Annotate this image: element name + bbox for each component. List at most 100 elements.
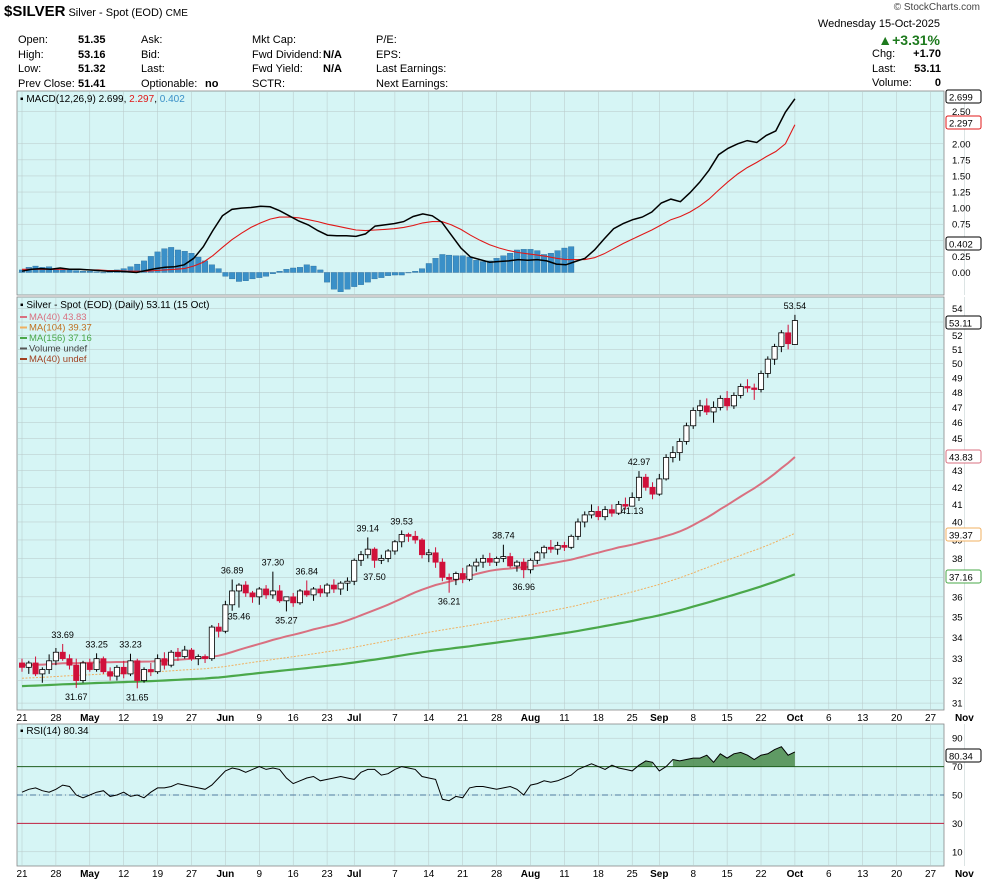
candle-body xyxy=(547,546,554,550)
x-axis-label: 25 xyxy=(627,713,639,724)
candle-body xyxy=(500,556,507,559)
x-axis-label: 12 xyxy=(118,713,130,724)
ma104-value-tag: 39.37 xyxy=(949,531,973,542)
x-axis-label: Nov xyxy=(955,713,974,724)
macd-value-tag: 2.699 xyxy=(949,93,973,104)
quote-value: 51.35 xyxy=(78,34,106,46)
rsi-tick-label: 70 xyxy=(952,762,963,773)
candle-body xyxy=(195,656,202,660)
candle-body xyxy=(581,514,588,523)
macd-histogram-bar xyxy=(486,260,493,273)
candle-body xyxy=(337,582,344,590)
price-tick-label: 36 xyxy=(952,592,963,603)
macd-histogram-bar xyxy=(59,269,66,273)
macd-tick-label: 1.00 xyxy=(952,204,971,215)
macd-tick-label: 0.00 xyxy=(952,268,971,279)
price-tick-label: 42 xyxy=(952,483,963,494)
x-axis-label: 23 xyxy=(322,869,334,880)
x-axis-label: 14 xyxy=(423,869,435,880)
x-axis-label: Oct xyxy=(787,713,804,724)
x-axis-label: 22 xyxy=(755,713,767,724)
candle-body xyxy=(344,580,351,584)
price-legend-entry: MA(40) 43.83 xyxy=(29,312,87,323)
rsi-overbought-fill xyxy=(672,746,795,767)
macd-histogram-bar xyxy=(391,272,398,276)
macd-histogram-bar xyxy=(513,249,520,273)
x-axis-label: Sep xyxy=(650,869,668,880)
candle-body xyxy=(202,656,209,660)
candle-body xyxy=(486,558,493,563)
quote-label: Open: xyxy=(18,34,48,46)
quote-value: N/A xyxy=(323,48,342,61)
candle-body xyxy=(174,651,181,657)
candle-body xyxy=(398,534,405,543)
candle-body xyxy=(425,552,432,556)
quote-label: Volume: xyxy=(872,77,912,89)
price-tick-label: 48 xyxy=(952,388,963,399)
x-axis-label: Jul xyxy=(347,869,362,880)
candle-body xyxy=(66,658,73,666)
macd-signal-line xyxy=(22,124,796,272)
x-axis-label: 16 xyxy=(288,869,300,880)
candle-body xyxy=(527,559,534,571)
macd-tick-label: 0.25 xyxy=(952,252,971,263)
candle-body xyxy=(154,658,161,673)
x-axis-label: 19 xyxy=(152,869,164,880)
price-annotation: 33.25 xyxy=(85,639,108,649)
candle-body xyxy=(25,662,32,668)
macd-histogram-bar xyxy=(73,270,80,273)
candle-body xyxy=(574,521,581,537)
x-axis-label: 13 xyxy=(857,869,869,880)
price-annotation: 36.21 xyxy=(438,597,461,607)
candle-body xyxy=(615,504,622,514)
macd-histogram-bar xyxy=(80,271,86,273)
quote-value: 51.41 xyxy=(78,77,106,90)
quote-label: Optionable: xyxy=(141,77,198,90)
macd-histogram-bar xyxy=(188,253,195,273)
macd-histogram-bar xyxy=(290,267,297,273)
x-axis-label: Aug xyxy=(521,713,540,724)
x-axis-label: Aug xyxy=(521,869,540,880)
price-tick-label: 52 xyxy=(952,331,963,342)
candle-body xyxy=(276,590,283,602)
x-axis-label: 15 xyxy=(722,869,734,880)
chart-date: Wednesday 15-Oct-2025 xyxy=(817,18,940,30)
macd-tick-label: 2.50 xyxy=(952,107,971,118)
x-axis-label: Sep xyxy=(650,713,668,724)
macd-histogram-bar xyxy=(181,251,188,273)
candle-body xyxy=(330,584,337,590)
x-axis-label: 27 xyxy=(925,869,937,880)
x-axis-label: 21 xyxy=(457,869,469,880)
x-axis-label: 20 xyxy=(891,869,903,880)
x-axis-label: 27 xyxy=(186,869,198,880)
macd-histogram-bar xyxy=(493,258,500,273)
ma156-value-tag: 37.16 xyxy=(949,573,973,584)
macd-histogram-bar xyxy=(222,272,229,277)
candle-body xyxy=(351,559,358,582)
candle-body xyxy=(242,584,249,594)
macd-histogram-bar xyxy=(419,268,425,273)
price-annotation: 38.74 xyxy=(492,531,515,541)
x-axis-label: 28 xyxy=(50,713,62,724)
x-axis-label: Jul xyxy=(347,713,362,724)
quote-label: Bid: xyxy=(141,48,160,61)
price-tick-label: 38 xyxy=(952,554,963,565)
candle-body xyxy=(459,573,466,580)
rsi-tick-label: 50 xyxy=(952,791,963,802)
macd-histogram-bar xyxy=(161,248,168,273)
candle-body xyxy=(554,545,561,550)
chart-header: $SILVER Silver - Spot (EOD) CME © StockC… xyxy=(0,0,990,95)
candle-body xyxy=(317,588,324,594)
macd-histogram-bar xyxy=(236,272,242,282)
candle-body xyxy=(595,511,602,518)
price-tick-label: 43 xyxy=(952,466,963,477)
x-axis-label: Jun xyxy=(217,713,235,724)
macd-histogram-bar xyxy=(507,253,514,273)
candle-body xyxy=(147,669,154,673)
macd-histogram-bar xyxy=(351,272,358,287)
candle-body xyxy=(263,588,270,596)
candle-body xyxy=(188,649,195,660)
candle-body xyxy=(39,669,46,675)
macd-histogram-bar xyxy=(358,272,364,285)
